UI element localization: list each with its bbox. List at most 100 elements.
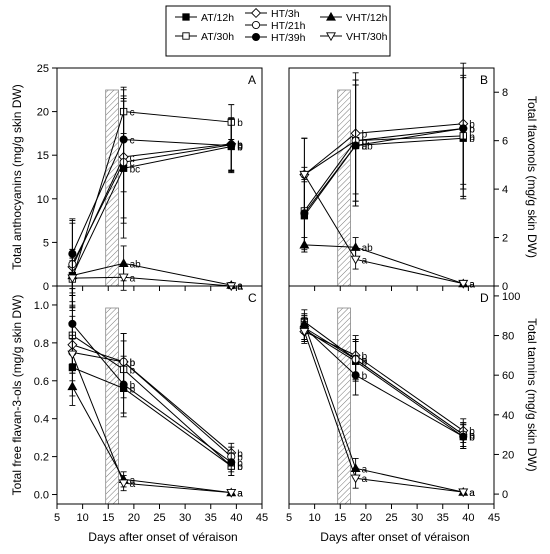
- significance-letter: b: [362, 355, 368, 366]
- panel-letter: C: [248, 291, 257, 305]
- legend-label: AT/12h: [201, 12, 234, 24]
- legend-marker: [251, 20, 261, 30]
- series-line: [304, 128, 464, 175]
- y-tick-label: 8: [502, 87, 508, 99]
- data-point: [350, 255, 361, 265]
- series-at-12h: bcb: [68, 98, 243, 303]
- significance-letter: b: [362, 129, 368, 140]
- significance-letter: b: [469, 427, 475, 438]
- significance-letter: ab: [362, 142, 374, 153]
- significance-letter: b: [469, 134, 475, 145]
- significance-letter: b: [130, 358, 136, 369]
- y-tick-label: 20: [37, 107, 49, 119]
- y-tick-label: 10: [37, 194, 49, 206]
- x-tick-label: 40: [462, 512, 474, 524]
- series-line: [303, 174, 464, 285]
- series-vht-30h: aa: [67, 334, 243, 500]
- significance-letter: b: [362, 355, 368, 366]
- shaded-period: [337, 89, 351, 287]
- plot-frame: [288, 285, 495, 505]
- significance-letter: c: [130, 136, 135, 147]
- series-line: [304, 329, 464, 438]
- significance-letter: b: [362, 351, 368, 362]
- series-line: [71, 145, 232, 276]
- legend-marker: [182, 13, 190, 21]
- series-ht-39h: bb: [68, 295, 243, 473]
- series-line: [72, 344, 232, 454]
- series-vht-12h: aa: [67, 367, 243, 500]
- y-tick-label: 4: [502, 184, 508, 196]
- y-tick-label: 20: [502, 449, 514, 461]
- shaded-period: [105, 89, 119, 287]
- x-tick-label: 35: [205, 512, 217, 524]
- series-vht-30h: aa: [299, 166, 475, 291]
- y-tick-label: 0: [43, 281, 49, 293]
- significance-letter: b: [237, 449, 243, 460]
- x-tick-label: 30: [179, 512, 191, 524]
- significance-letter: b: [237, 141, 243, 152]
- y-tick-label: 0.2: [34, 452, 49, 464]
- series-line: [72, 262, 232, 286]
- x-tick-label: 10: [309, 512, 321, 524]
- y-tick-label: 40: [502, 410, 514, 422]
- legend-marker: [250, 7, 262, 19]
- data-point: [299, 327, 310, 337]
- legend-marker: [182, 32, 190, 40]
- x-tick-label: 5: [286, 512, 292, 524]
- x-tick-label: 5: [54, 512, 60, 524]
- data-point: [458, 488, 469, 498]
- significance-letter: ab: [130, 259, 142, 270]
- y-tick-label: 0.4: [34, 414, 49, 426]
- x-tick-label: 45: [488, 512, 500, 524]
- y-tick-label: 80: [502, 331, 514, 343]
- significance-letter: a: [237, 489, 243, 500]
- panel-letter: A: [248, 73, 256, 87]
- y-tick-label: 2: [502, 233, 508, 245]
- significance-letter: b: [469, 431, 475, 442]
- significance-letter: b: [469, 125, 475, 136]
- significance-letter: a: [237, 282, 243, 293]
- significance-letter: b: [237, 458, 243, 469]
- series-line: [303, 137, 464, 217]
- data-point: [227, 141, 236, 150]
- data-point: [68, 319, 77, 328]
- significance-letter: c: [130, 108, 135, 119]
- shaded-period: [105, 307, 119, 505]
- significance-letter: b: [130, 365, 136, 376]
- data-point: [226, 488, 237, 498]
- legend-label: HT/3h: [271, 8, 300, 20]
- series-at-30h: cb: [68, 89, 243, 306]
- series-ht-39h: ab b: [300, 67, 475, 251]
- x-tick-label: 35: [437, 512, 449, 524]
- legend-marker: [251, 32, 261, 42]
- y-axis-label: Total tannins (mg/g skin DW): [525, 318, 539, 471]
- significance-letter: a: [362, 255, 368, 266]
- significance-letter: b: [469, 125, 475, 136]
- legend-marker: [326, 32, 336, 42]
- significance-letter: b: [130, 358, 136, 369]
- x-tick-label: 10: [77, 512, 89, 524]
- legend-label: HT/39h: [271, 32, 306, 44]
- legend-label: AT/30h: [201, 31, 234, 43]
- series-line: [71, 138, 232, 254]
- x-tick-label: 45: [256, 512, 268, 524]
- series-at-30h: bb: [68, 306, 243, 477]
- panel-d: D 5 10 15 20 25 30 35 40 450 20 40 60 80 100 Total tann…: [286, 285, 539, 524]
- series-vht-30h: aa: [67, 260, 243, 297]
- x-tick-label: 15: [334, 512, 346, 524]
- series-line: [71, 323, 232, 463]
- y-axis-label: Total anthocyanins (mg/g skin DW): [10, 84, 24, 269]
- data-point: [459, 124, 468, 133]
- significance-letter: b: [130, 381, 136, 392]
- significance-letter: a: [237, 489, 243, 500]
- data-point: [299, 239, 310, 249]
- significance-letter: b: [237, 140, 243, 151]
- series-ht-39h: cb: [68, 86, 243, 290]
- data-point: [458, 279, 469, 289]
- series-line: [71, 354, 232, 494]
- data-point: [351, 371, 360, 380]
- legend-label: VHT/30h: [346, 31, 388, 43]
- series-line: [303, 323, 464, 493]
- significance-letter: a: [130, 479, 136, 490]
